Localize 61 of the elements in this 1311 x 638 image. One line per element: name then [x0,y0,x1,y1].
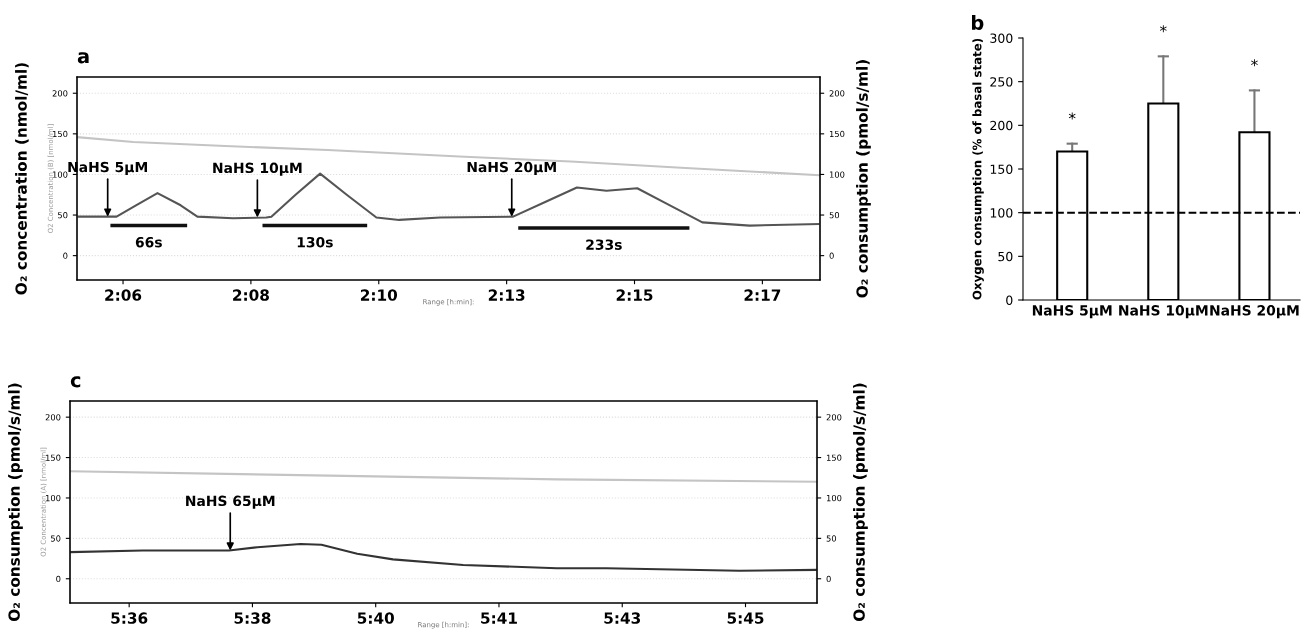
chart-title: c [70,376,81,388]
y-tick-label: 100 [990,208,1013,218]
y-tick-label: 100 [45,494,61,502]
series-label: 130s [297,236,333,248]
line-series [70,470,817,483]
x-tick-label: 2:10 [360,289,398,301]
y2-tick-label: 50 [826,535,837,542]
y2-tick-label: 200 [826,414,842,421]
y-tick-label: 150 [990,164,1013,174]
x-tick-label: 2:13 [488,289,525,301]
annotation: * [1251,59,1258,67]
x-tick-label: 2:15 [616,289,653,301]
y-tick-label: 200 [45,414,61,421]
y-tick-label: 150 [52,130,68,138]
annotation: NaHS 65μM [186,495,275,509]
x-tick-label: 2:17 [744,289,781,301]
y-tick-label: 0 [56,575,61,583]
y-tick-label: 300 [990,33,1013,43]
y2-axis-title: O₂ consumption (pmol/s/ml) [856,60,871,298]
y-tick-label: 50 [58,212,68,219]
x-tick-label: 5:40 [357,612,394,624]
y2-tick-label: 0 [829,252,834,259]
y-tick-label: 50 [51,535,61,542]
y2-tick-label: 0 [826,575,831,583]
line-series [70,542,817,572]
y-tick-label: 150 [45,454,61,461]
y2-tick-label: 150 [829,130,845,138]
y2-axis-title: O₂ consumption (pmol/s/ml) [853,383,868,621]
x-tick-label: 5:38 [234,612,271,624]
y-tick-label: 50 [998,251,1013,262]
y-tick-label: 0 [63,252,68,259]
x-tick-label: 5:43 [604,612,641,624]
y2-tick-label: 100 [826,494,842,502]
y-axis-title: O₂ concentration (nmol/ml) [15,63,29,295]
annotation: * [1068,112,1076,120]
x-tick-label: NaHS 20μM [1210,305,1299,319]
x-tick-label: NaHS 10μM [1119,305,1208,319]
y2-tick-label: 50 [829,212,840,219]
annotation: NaHS 10μM [213,162,302,176]
y2-tick-label: 150 [826,454,842,461]
x-tick-label: 2:06 [105,289,142,301]
y-axis-title: O₂ consumption (pmol/s/ml) [8,383,23,621]
series-label: 233s [586,239,622,250]
y2-tick-label: 100 [829,171,845,178]
y-tick-label: 200 [52,90,68,97]
text: * [1159,25,1167,33]
chart-title: a [77,52,89,64]
y-tick-label: 250 [990,77,1013,87]
x-tick-label: 5:45 [727,612,764,624]
x-tick-label: 5:41 [481,612,517,624]
x-tick-label: NaHS 5μM [1032,305,1112,319]
x-tick-label: 2:08 [233,289,269,301]
y2-tick-label: 200 [829,90,845,97]
annotation: NaHS 20μM [467,161,556,175]
y-tick-label: 200 [990,120,1013,131]
chart-title: b [972,14,984,30]
y-tick-label: 0 [1006,295,1013,305]
y-axis-title: Oxygen consumption (% of basal state) [972,38,984,300]
y-tick-label: 100 [52,171,68,178]
series-label: 66s [135,236,162,248]
x-tick-label: 5:36 [111,612,148,624]
